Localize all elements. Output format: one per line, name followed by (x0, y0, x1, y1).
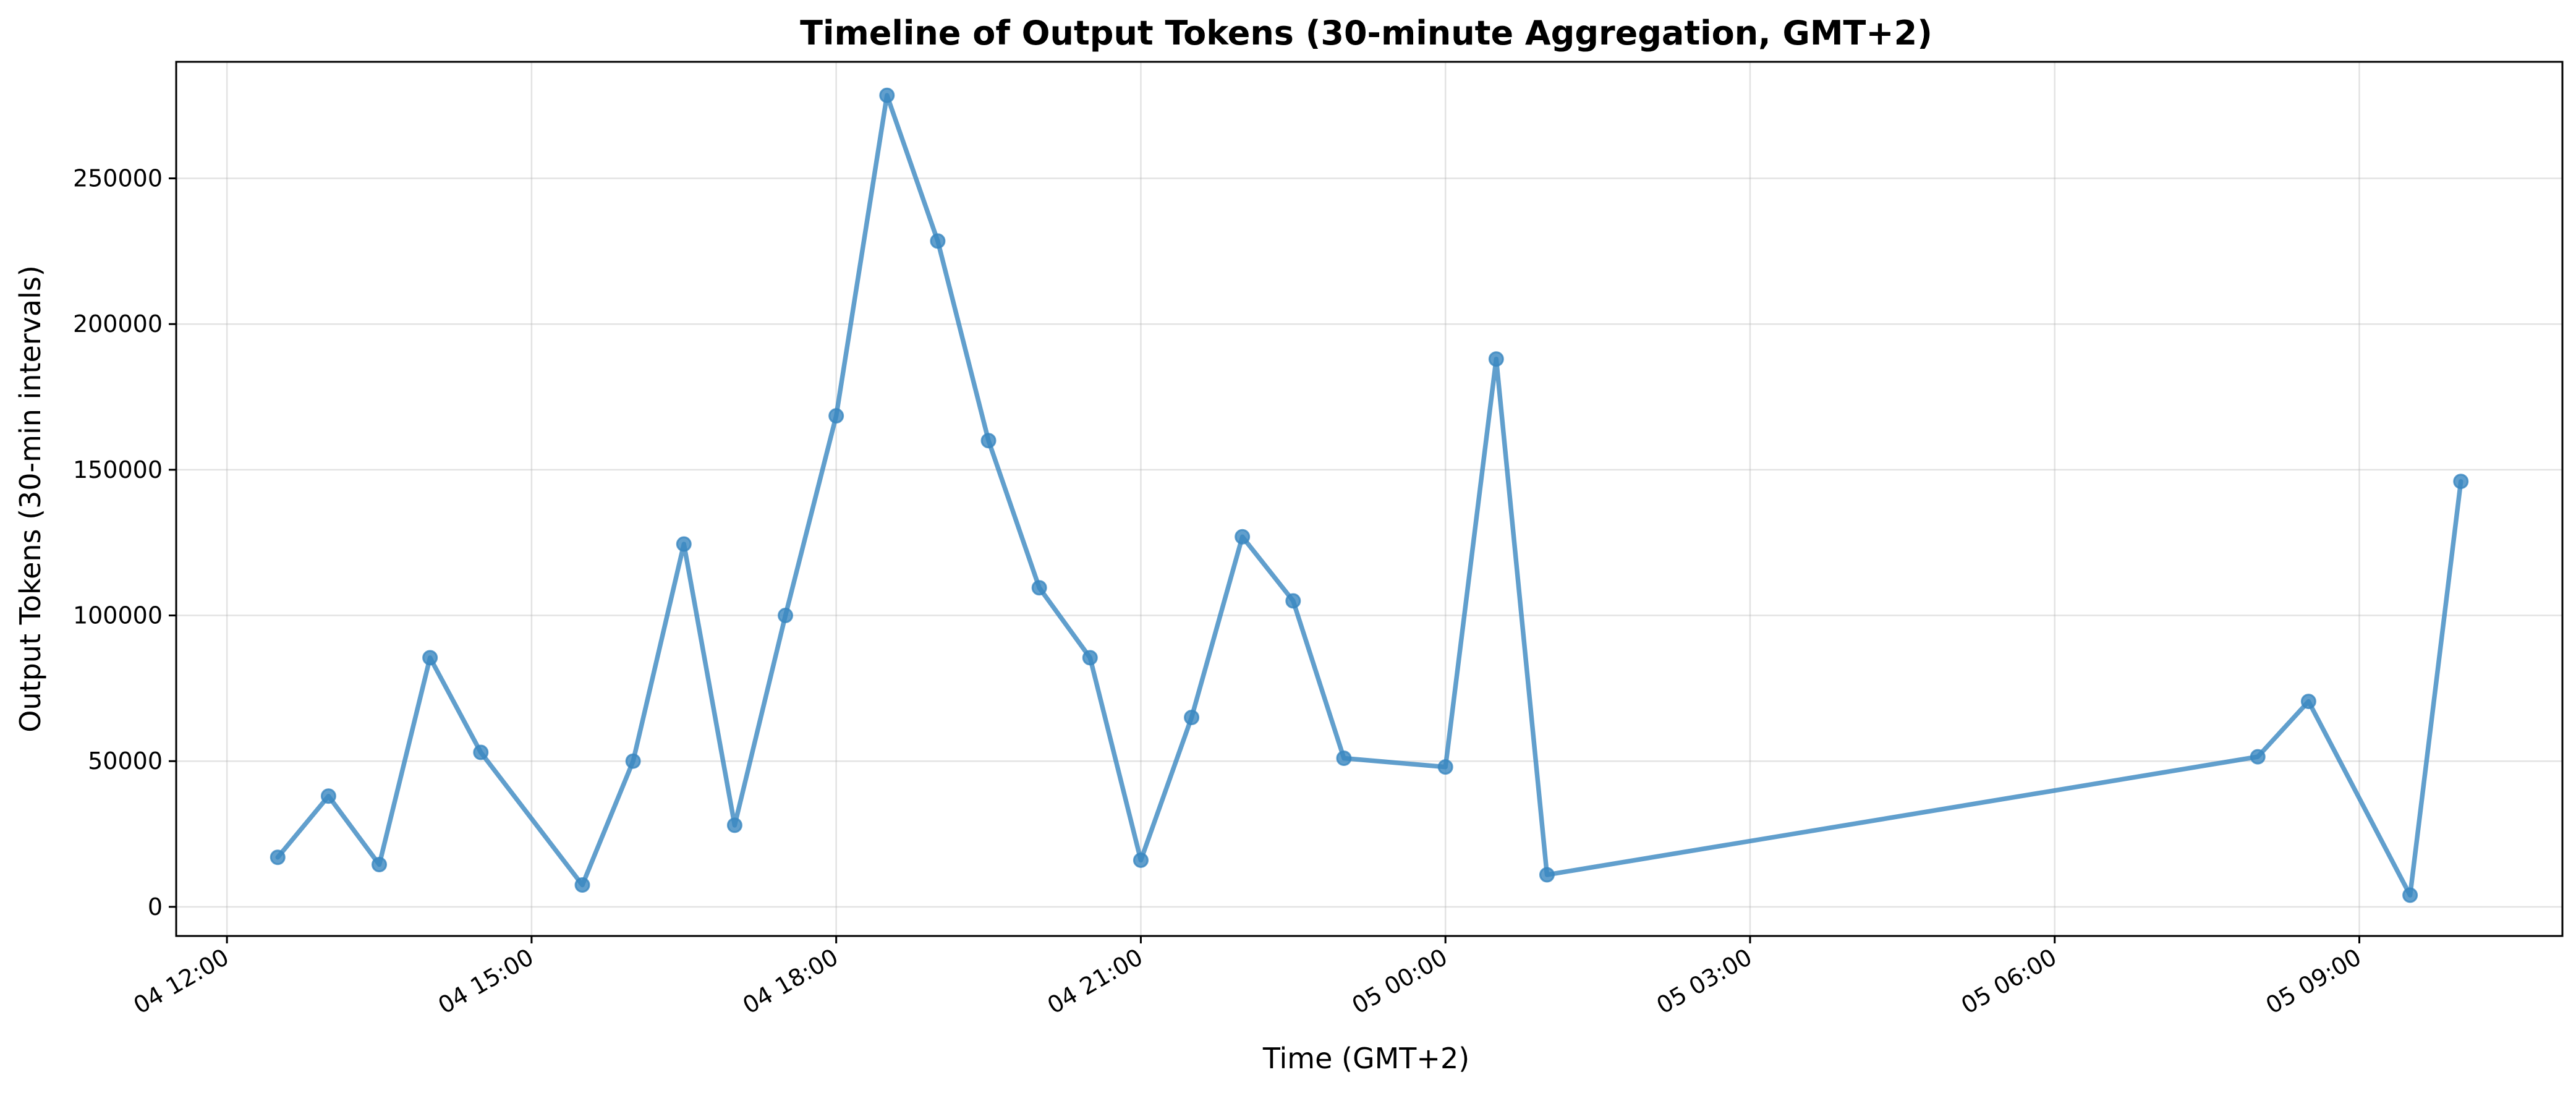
data-point (1539, 867, 1555, 883)
series-output-tokens (270, 87, 2469, 903)
y-tick-label: 0 (148, 893, 163, 921)
chart-title: Timeline of Output Tokens (30-minute Agg… (800, 14, 1932, 53)
data-point (2453, 474, 2469, 490)
data-point (676, 536, 692, 552)
data-point (1031, 580, 1047, 596)
y-tick-label: 50000 (88, 747, 163, 775)
data-point (1336, 750, 1352, 766)
data-point (1235, 529, 1251, 545)
data-point (930, 233, 946, 249)
y-tick-label: 150000 (73, 456, 163, 483)
data-point (574, 877, 590, 893)
data-point (625, 753, 641, 769)
data-point (372, 857, 388, 873)
data-point (726, 817, 742, 833)
data-point (1184, 710, 1200, 725)
data-point (2300, 694, 2316, 710)
data-point (778, 608, 794, 624)
x-axis-label: Time (GMT+2) (1262, 1042, 1469, 1075)
data-point (1082, 650, 1098, 666)
plot-frame (175, 61, 2564, 937)
y-axis-ticks: 0 50000 100000 150000 200000 250000 (73, 165, 176, 921)
data-point (320, 788, 336, 804)
data-point (879, 87, 895, 103)
y-axis-label: Output Tokens (30-min intervals) (14, 265, 47, 733)
data-point (1488, 351, 1504, 367)
data-point (473, 744, 489, 760)
grid (176, 62, 2562, 936)
y-tick-label: 250000 (73, 165, 163, 192)
data-point (980, 433, 997, 449)
data-point (422, 650, 438, 666)
data-point (828, 408, 844, 424)
data-point (270, 849, 286, 865)
data-point (2250, 749, 2266, 765)
data-point (1285, 593, 1301, 609)
data-point (2402, 887, 2418, 903)
series-line (275, 93, 2463, 898)
data-point (1133, 852, 1149, 868)
data-point (1437, 759, 1453, 775)
y-tick-label: 200000 (73, 310, 163, 338)
y-tick-label: 100000 (73, 602, 163, 629)
